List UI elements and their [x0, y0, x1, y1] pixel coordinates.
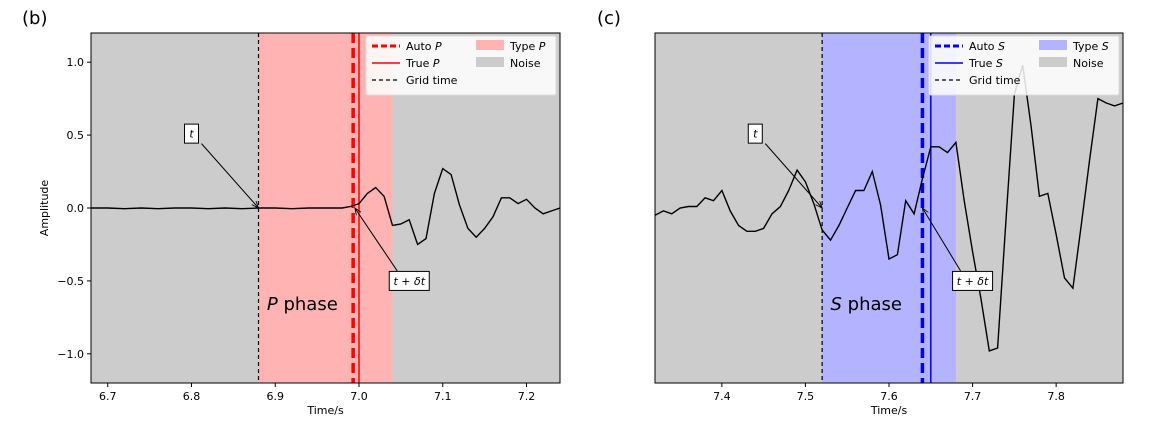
- panel-b-y-tick-label-0: 1.0: [67, 56, 85, 69]
- panel-c-annotation-box-0: [747, 123, 763, 144]
- panel-b-x-tick-label-1: 6.8: [183, 390, 201, 403]
- panel-b-panel-label: (b): [22, 8, 47, 29]
- panel-c-x-tick-label-0: 7.4: [713, 390, 731, 403]
- panel-c-annotation-text-0: t: [753, 128, 758, 141]
- panel-c-legend-true-label-text: True: [968, 57, 996, 70]
- panel-b-annotation-arrow-1: [355, 208, 398, 272]
- panel-b-legend-grid-label-text: Grid time: [406, 74, 458, 87]
- panel-b-annotation-text-0: t: [189, 128, 194, 141]
- panel-b-legend-auto-label-symbol: P: [435, 40, 442, 53]
- panel-b-annotation-text-1: t + δt: [393, 275, 425, 288]
- panel-b-y-axis-label: Amplitude: [38, 180, 51, 237]
- panel-b-legend-true-label-symbol: P: [433, 57, 440, 70]
- panel-c-panel-label: (c): [597, 8, 621, 29]
- panel-c-annotation-arrow-0: [764, 143, 822, 208]
- panel-b-phase-word: phase: [278, 294, 338, 315]
- panel-b-x-tick-label-4: 7.1: [434, 390, 452, 403]
- panel-b-legend-auto-label: Auto P: [406, 40, 442, 53]
- panel-b-annotation-arrow-0: [201, 143, 259, 208]
- panel-c-legend-box: [928, 35, 1120, 96]
- panel-c-legend-noise-label: Noise: [1073, 57, 1104, 70]
- panel-c-legend-type-label-symbol: S: [1102, 40, 1109, 53]
- panel-b-legend-noise-swatch: [476, 57, 504, 67]
- panel-c-legend-true-label-symbol: S: [996, 57, 1003, 70]
- panel-c-x-tick-label-2: 7.6: [880, 390, 898, 403]
- panel-b-legend-type-label: Type P: [509, 40, 546, 53]
- panel-b-legend-box: [365, 35, 557, 96]
- panel-b-legend-type-label-text: Type: [509, 40, 539, 53]
- panel-c-legend-grid-label: Grid time: [969, 74, 1021, 87]
- panel-c-waveform-line: [655, 64, 1123, 352]
- panel-c-x-tick-label-1: 7.5: [797, 390, 815, 403]
- panel-b-y-tick-label-2: 0.0: [67, 202, 85, 215]
- panel-b-x-axis-label: Time/s: [306, 404, 344, 417]
- panel-b-y-tick-label-4: −1.0: [57, 348, 84, 361]
- panel-c-x-tick-label-3: 7.7: [964, 390, 982, 403]
- panel-c-annotation-arrow-1: [922, 208, 961, 272]
- panel-b-x-tick-label-2: 6.9: [267, 390, 285, 403]
- panel-b-phase-label: P phase: [267, 294, 338, 315]
- panel-c-phase-word: phase: [842, 294, 902, 315]
- panel-c-annotation-box-1: [952, 270, 994, 291]
- panel-c-x-axis-label: Time/s: [870, 404, 908, 417]
- panel-c-legend-type-label-text: Type: [1072, 40, 1102, 53]
- panel-b-legend-true-label-text: True: [405, 57, 433, 70]
- panel-b-annotation-box-1: [388, 270, 430, 291]
- panel-b-y-tick-label-1: 0.5: [67, 129, 85, 142]
- panel-c-legend-auto-label-symbol: S: [998, 40, 1005, 53]
- panel-c-legend-true-label: True S: [968, 57, 1003, 70]
- panel-b-annotation-box-0: [184, 123, 199, 144]
- panel-c-legend-type-label: Type S: [1072, 40, 1109, 53]
- panel-c-legend-grid-label-text: Grid time: [969, 74, 1021, 87]
- panel-b-legend-noise-label: Noise: [510, 57, 541, 70]
- panel-b-legend-type-label-symbol: P: [539, 40, 546, 53]
- panel-b-legend-noise-label-text: Noise: [510, 57, 541, 70]
- panel-b-legend-auto-label-text: Auto: [406, 40, 435, 53]
- panel-c-legend-auto-label-text: Auto: [969, 40, 998, 53]
- panel-b-x-tick-label-3: 7.0: [350, 390, 368, 403]
- panel-c-legend-type-swatch: [1039, 40, 1067, 50]
- panel-c-legend-noise-swatch: [1039, 57, 1067, 67]
- panel-b-x-tick-label-5: 7.2: [518, 390, 536, 403]
- panel-b-phase-symbol: P: [267, 294, 278, 315]
- panel-c-phase-symbol: S: [831, 294, 842, 315]
- panel-b-y-tick-label-3: −0.5: [57, 275, 84, 288]
- panel-b-legend-type-swatch: [476, 40, 504, 50]
- panel-b-legend-true-label: True P: [405, 57, 440, 70]
- panel-c-x-tick-label-4: 7.8: [1047, 390, 1065, 403]
- panel-c-phase-label: S phase: [831, 294, 902, 315]
- panel-b-waveform-line: [91, 167, 560, 246]
- panel-c-annotation-text-1: t + δt: [957, 275, 989, 288]
- panel-b-legend-grid-label: Grid time: [406, 74, 458, 87]
- panel-c-legend-auto-label: Auto S: [969, 40, 1005, 53]
- panel-c-legend-noise-label-text: Noise: [1073, 57, 1104, 70]
- panel-b-x-tick-label-0: 6.7: [99, 390, 117, 403]
